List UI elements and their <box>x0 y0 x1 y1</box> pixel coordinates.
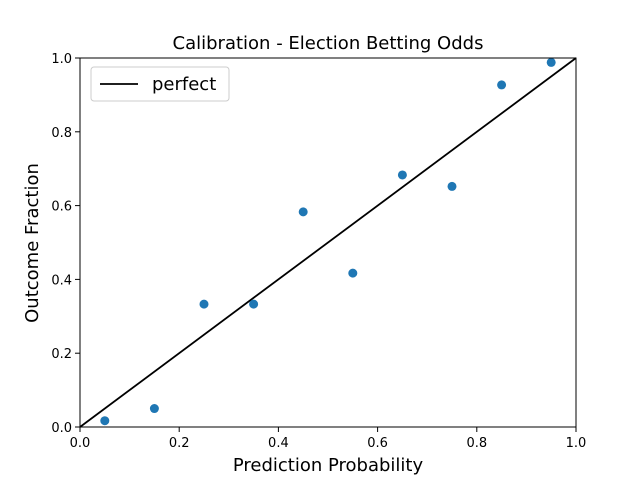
y-tick-label: 0.8 <box>51 126 72 141</box>
y-axis-label: Outcome Fraction <box>22 163 43 323</box>
x-tick-label: 0.8 <box>466 436 487 451</box>
x-axis-label: Prediction Probability <box>233 455 424 476</box>
legend-box <box>90 66 230 102</box>
y-tick-label: 0.6 <box>51 200 72 215</box>
calibration-point <box>149 404 159 414</box>
x-tick-label: 0.6 <box>367 436 388 451</box>
x-tick-label: 1.0 <box>566 436 587 451</box>
axes-frame <box>79 57 577 428</box>
plot-area: 0.0 0.2 0.4 0.6 0.8 1.0 0.0 0.2 0.4 0.6 0.8 1.0 perf… <box>51 52 586 451</box>
calibration-point <box>100 416 110 426</box>
chart-title: Calibration - Election Betting Odds <box>173 33 484 54</box>
legend-label: perfect <box>152 74 216 95</box>
calibration-point <box>546 57 556 67</box>
calibration-point <box>199 299 209 309</box>
y-tick-label: 0.0 <box>51 421 72 436</box>
calibration-point <box>397 170 407 180</box>
calibration-point <box>348 268 358 278</box>
y-tick-label: 1.0 <box>51 52 72 67</box>
calibration-point <box>249 299 259 309</box>
calibration-point <box>447 181 457 191</box>
calibration-point <box>298 207 308 217</box>
x-tick-label: 0.4 <box>268 436 289 451</box>
y-tick-label: 0.4 <box>51 273 72 288</box>
y-tick-label: 0.2 <box>51 347 72 362</box>
calibration-point <box>497 80 507 90</box>
x-tick-label: 0.2 <box>169 436 190 451</box>
perfect-calibration-line <box>79 57 577 428</box>
x-tick-label: 0.0 <box>70 436 91 451</box>
